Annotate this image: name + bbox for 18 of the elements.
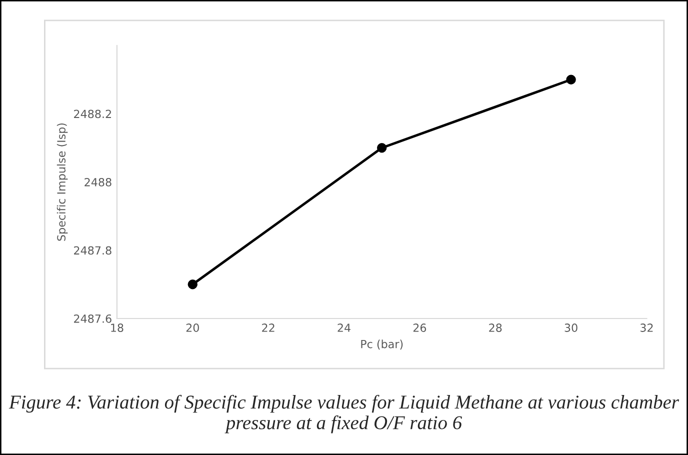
x-tick-label: 32 bbox=[640, 324, 653, 332]
y-tick-label: 2488.2 bbox=[74, 110, 111, 118]
x-tick-label: 22 bbox=[262, 324, 274, 332]
y-tick-label: 2487.8 bbox=[74, 246, 112, 255]
x-tick-label: 20 bbox=[186, 324, 199, 332]
x-axis-title: Pc (bar) bbox=[361, 340, 403, 350]
x-tick-label: 24 bbox=[338, 324, 350, 332]
caption: Figure 4: Variation of Specific Impulse values for Liquid Methane at various chamber pressure at a fixed O/F ratio 6 bbox=[8, 394, 680, 434]
y-tick-label: 2488 bbox=[84, 178, 112, 186]
point bbox=[188, 280, 198, 290]
x-tick-label: 18 bbox=[111, 324, 124, 332]
point bbox=[376, 143, 387, 153]
x-tick-label: 30 bbox=[564, 324, 578, 332]
x-tick-label: 28 bbox=[489, 324, 502, 332]
point bbox=[566, 74, 576, 84]
y-axis-title: Specific Impulse (Isp) bbox=[56, 123, 68, 241]
x-tick-label: 26 bbox=[413, 324, 426, 332]
y-tick-label: 2487.6 bbox=[74, 314, 112, 323]
